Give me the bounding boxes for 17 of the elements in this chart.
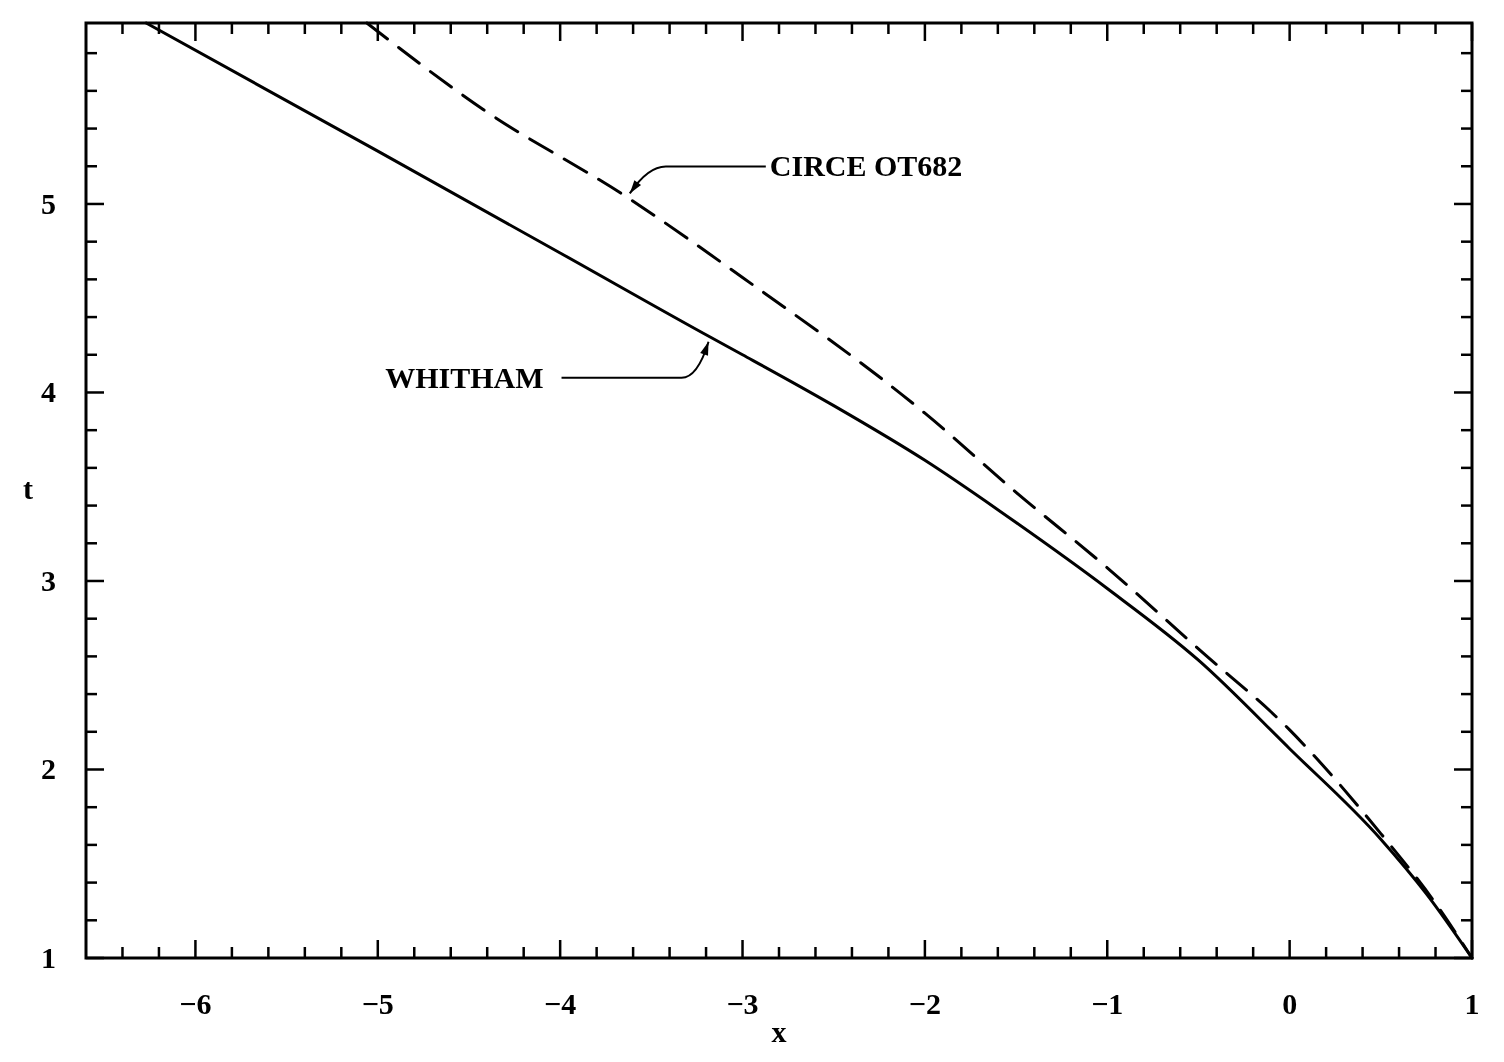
- y-tick-label: 5: [41, 186, 56, 220]
- y-axis-title: t: [23, 471, 33, 505]
- x-tick-label: −5: [361, 987, 394, 1020]
- y-tick-label: 4: [41, 375, 56, 409]
- x-tick-label: −6: [179, 987, 212, 1020]
- y-tick-label: 1: [41, 941, 56, 974]
- x-tick-label: −1: [1091, 987, 1124, 1020]
- x-tick-label: −3: [726, 987, 759, 1020]
- x-tick-label: 0: [1282, 987, 1298, 1020]
- x-tick-label: −2: [908, 987, 941, 1020]
- x-tick-label: 1: [1464, 987, 1480, 1020]
- annotation: WHITHAM: [385, 360, 544, 394]
- x-tick-label: −4: [544, 987, 577, 1020]
- y-tick-label: 3: [41, 563, 56, 597]
- annotation: CIRCE OT682: [769, 149, 963, 183]
- y-tick-label: 2: [41, 752, 56, 786]
- x-axis-title: x: [771, 1015, 787, 1048]
